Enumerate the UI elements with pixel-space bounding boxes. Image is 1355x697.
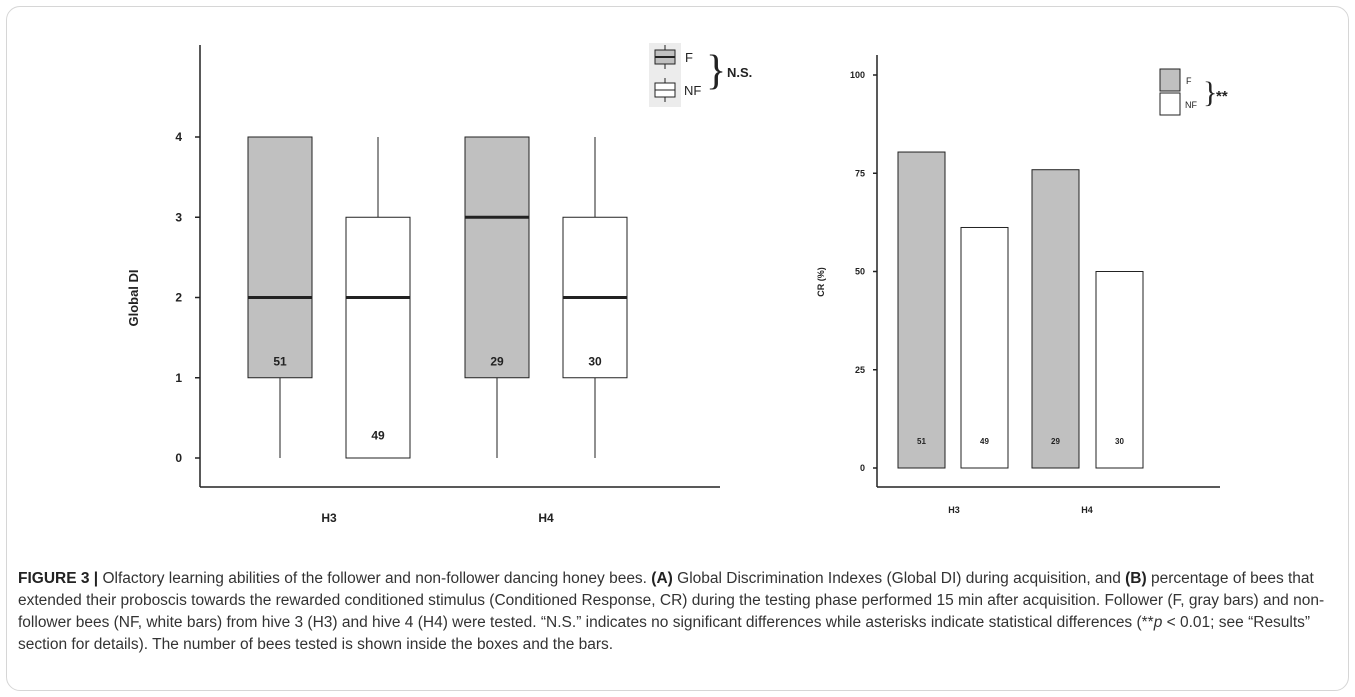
panel-b-x-tick-label: H4 <box>1081 505 1093 515</box>
legend-b-significance: ** <box>1216 88 1228 105</box>
legend-a-brace: } <box>706 48 726 94</box>
legend-b-nf-label: NF <box>1185 100 1197 110</box>
panel-a-y-tick-label: 3 <box>175 210 182 224</box>
panel-b-y-tick-label: 25 <box>855 365 865 375</box>
box-n-label: 49 <box>371 429 385 443</box>
panel-a-y-tick-label: 2 <box>175 291 182 305</box>
legend-a-significance: N.S. <box>727 65 752 80</box>
caption-text-4: < 0.01; see “Results” section for detail… <box>18 614 1311 653</box>
panel-b-y-tick-label: 100 <box>850 70 865 80</box>
panel-a-x-tick-label: H3 <box>321 511 337 525</box>
panel-a-y-tick-label: 0 <box>175 451 182 465</box>
caption-panel-b-ref: (B) <box>1125 570 1147 587</box>
caption-label: FIGURE 3 | <box>18 570 99 587</box>
bar-f-h3 <box>897 151 946 469</box>
figure-frame <box>6 6 1349 691</box>
panel-b-y-axis-label: CR (%) <box>816 267 826 297</box>
panel-b-y-tick-label: 50 <box>855 267 865 277</box>
panel-b-y-tick-label: 75 <box>855 168 865 178</box>
bar-f-h4 <box>1031 169 1080 469</box>
legend-a-nf-label: NF <box>684 83 701 98</box>
box-n-label: 30 <box>588 355 602 369</box>
figure-caption: FIGURE 3 | Olfactory learning abilities … <box>18 568 1338 656</box>
box-f-h4 <box>464 136 530 379</box>
bar-n-label: 30 <box>1115 437 1124 446</box>
box-f-h3 <box>247 136 313 379</box>
caption-text-1: Olfactory learning abilities of the foll… <box>98 570 652 587</box>
legend-a-f-label: F <box>685 50 693 65</box>
panel-a-y-tick-label: 1 <box>175 371 182 385</box>
box-n-label: 29 <box>490 355 504 369</box>
bar-n-label: 51 <box>917 437 926 446</box>
panel-a-x-tick-label: H4 <box>538 511 554 525</box>
bar-n-label: 49 <box>980 437 989 446</box>
panel-a-y-tick-label: 4 <box>175 130 182 144</box>
panel-b-x-tick-label: H3 <box>948 505 960 515</box>
panel-a-y-axis-label: Global DI <box>126 269 141 326</box>
caption-panel-a-ref: (A) <box>651 570 673 587</box>
bar-nf-h3 <box>960 226 1009 469</box>
panel-b-y-tick-label: 0 <box>860 463 865 473</box>
legend-b-f-key <box>1159 68 1181 92</box>
legend-b-brace: } <box>1203 76 1217 109</box>
box-nf-h3 <box>345 216 411 459</box>
caption-p-symbol: p <box>1153 614 1163 631</box>
caption-text-2: Global Discrimination Indexes (Global DI… <box>672 570 1126 587</box>
bar-n-label: 29 <box>1051 437 1060 446</box>
legend-b-nf-key <box>1159 92 1181 116</box>
box-n-label: 51 <box>273 355 287 369</box>
bar-nf-h4 <box>1095 271 1144 469</box>
caption-text-3: percentage of bees that extended their p… <box>18 570 1325 631</box>
legend-b-f-label: F <box>1186 76 1192 86</box>
